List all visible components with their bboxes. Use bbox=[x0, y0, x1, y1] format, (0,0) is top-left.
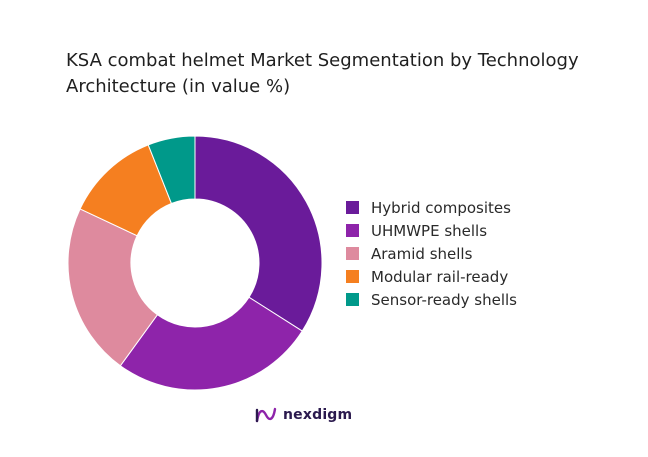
nexdigm-logo-icon bbox=[255, 407, 277, 423]
legend-label: Hybrid composites bbox=[371, 198, 511, 217]
legend-label: Sensor-ready shells bbox=[371, 290, 517, 309]
legend-item: Modular rail-ready bbox=[346, 265, 517, 288]
brand-logo: nexdigm bbox=[255, 406, 352, 424]
legend-swatch bbox=[346, 247, 359, 260]
legend-label: UHMWPE shells bbox=[371, 221, 488, 240]
donut-slice-hybrid-composites bbox=[194, 135, 323, 332]
legend-swatch bbox=[346, 270, 359, 283]
legend-item: Hybrid composites bbox=[346, 196, 517, 219]
legend-swatch bbox=[346, 201, 359, 214]
legend-swatch bbox=[346, 293, 359, 306]
donut-slice-sensor-ready-shells bbox=[147, 135, 196, 205]
chart-title: KSA combat helmet Market Segmentation by… bbox=[66, 50, 579, 97]
legend-swatch bbox=[346, 224, 359, 237]
donut-slice-uhmwpe-shells bbox=[119, 296, 303, 391]
legend-label: Modular rail-ready bbox=[371, 267, 509, 286]
legend-label: Aramid shells bbox=[371, 244, 473, 263]
legend-item: Aramid shells bbox=[346, 242, 517, 265]
legend-item: Sensor-ready shells bbox=[346, 288, 517, 311]
brand-name: nexdigm bbox=[283, 407, 353, 423]
donut-slice-aramid-shells bbox=[67, 208, 159, 367]
legend-item: UHMWPE shells bbox=[346, 219, 517, 242]
chart-legend: Hybrid composites UHMWPE shells Aramid s… bbox=[346, 196, 517, 311]
